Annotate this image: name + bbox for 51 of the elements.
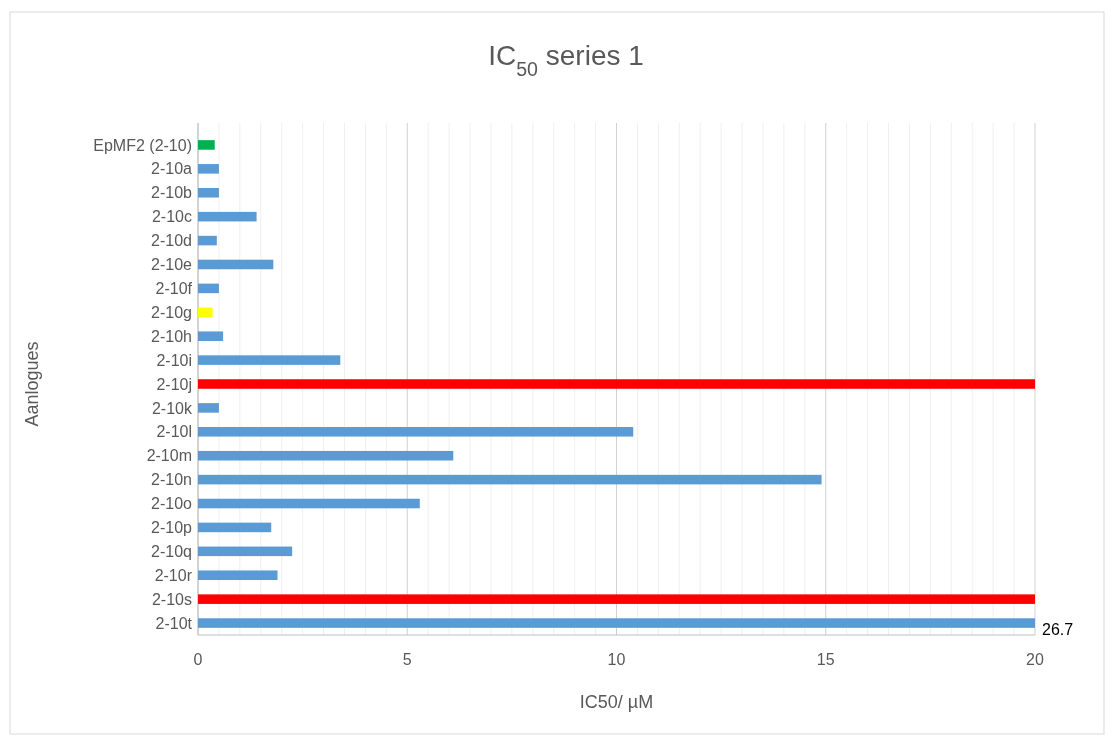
- y-tick-label: 2-10s: [151, 590, 192, 608]
- y-tick-label: 2-10q: [151, 542, 192, 560]
- y-tick-label: 2-10o: [151, 495, 193, 513]
- bar: [198, 522, 272, 533]
- x-tick-label: 0: [193, 651, 203, 668]
- y-axis-title: Aanlogues: [22, 341, 42, 427]
- y-tick-label: 2-10l: [156, 423, 192, 441]
- y-tick-label: 2-10e: [151, 256, 193, 274]
- y-tick-label: 2-10r: [154, 566, 193, 584]
- bar: [198, 211, 257, 222]
- bar: [198, 450, 454, 461]
- bar: [198, 498, 420, 509]
- bar: [198, 164, 219, 174]
- bar: [198, 403, 219, 413]
- bar: [198, 259, 274, 270]
- bar: [198, 474, 822, 485]
- y-tick-label: 2-10g: [151, 303, 192, 321]
- bar: [198, 594, 1035, 604]
- bar: [198, 570, 278, 581]
- y-tick-label: 2-10h: [151, 327, 192, 345]
- x-tick-label: 15: [816, 651, 835, 668]
- bar: [198, 379, 1035, 389]
- y-tick-label: 2-10d: [151, 232, 192, 250]
- y-tick-label: 2-10b: [151, 184, 193, 202]
- x-axis-title: IC50/ µM: [579, 692, 654, 712]
- y-tick-label: EpMF2 (2-10): [93, 136, 192, 154]
- bar: [198, 618, 1035, 628]
- bar: [198, 427, 634, 437]
- bar: [198, 235, 217, 246]
- bar: [198, 355, 341, 365]
- y-tick-label: 2-10a: [151, 160, 193, 178]
- y-tick-label: 2-10m: [146, 447, 192, 465]
- bar: [198, 283, 219, 294]
- y-tick-label: 2-10k: [151, 399, 193, 417]
- bar: [198, 307, 213, 318]
- x-tick-label: 10: [607, 651, 626, 668]
- y-tick-label: 2-10c: [151, 208, 192, 226]
- bar: [198, 331, 224, 341]
- y-tick-label: 2-10t: [155, 614, 193, 632]
- y-tick-label: 2-10n: [151, 471, 192, 489]
- chart-title: IC$_{50}$ series 1: [488, 40, 644, 80]
- y-tick-label: 2-10i: [156, 351, 192, 369]
- y-tick-label: 2-10f: [155, 279, 193, 297]
- x-tick-label: 20: [1026, 651, 1044, 668]
- y-tick-label: 2-10j: [156, 375, 192, 393]
- bar: [198, 187, 219, 198]
- annotation: 26.7: [1042, 620, 1074, 638]
- bar: [198, 546, 293, 557]
- y-tick-label: 2-10p: [151, 519, 193, 537]
- bar: [198, 140, 215, 150]
- x-tick-label: 5: [402, 651, 412, 668]
